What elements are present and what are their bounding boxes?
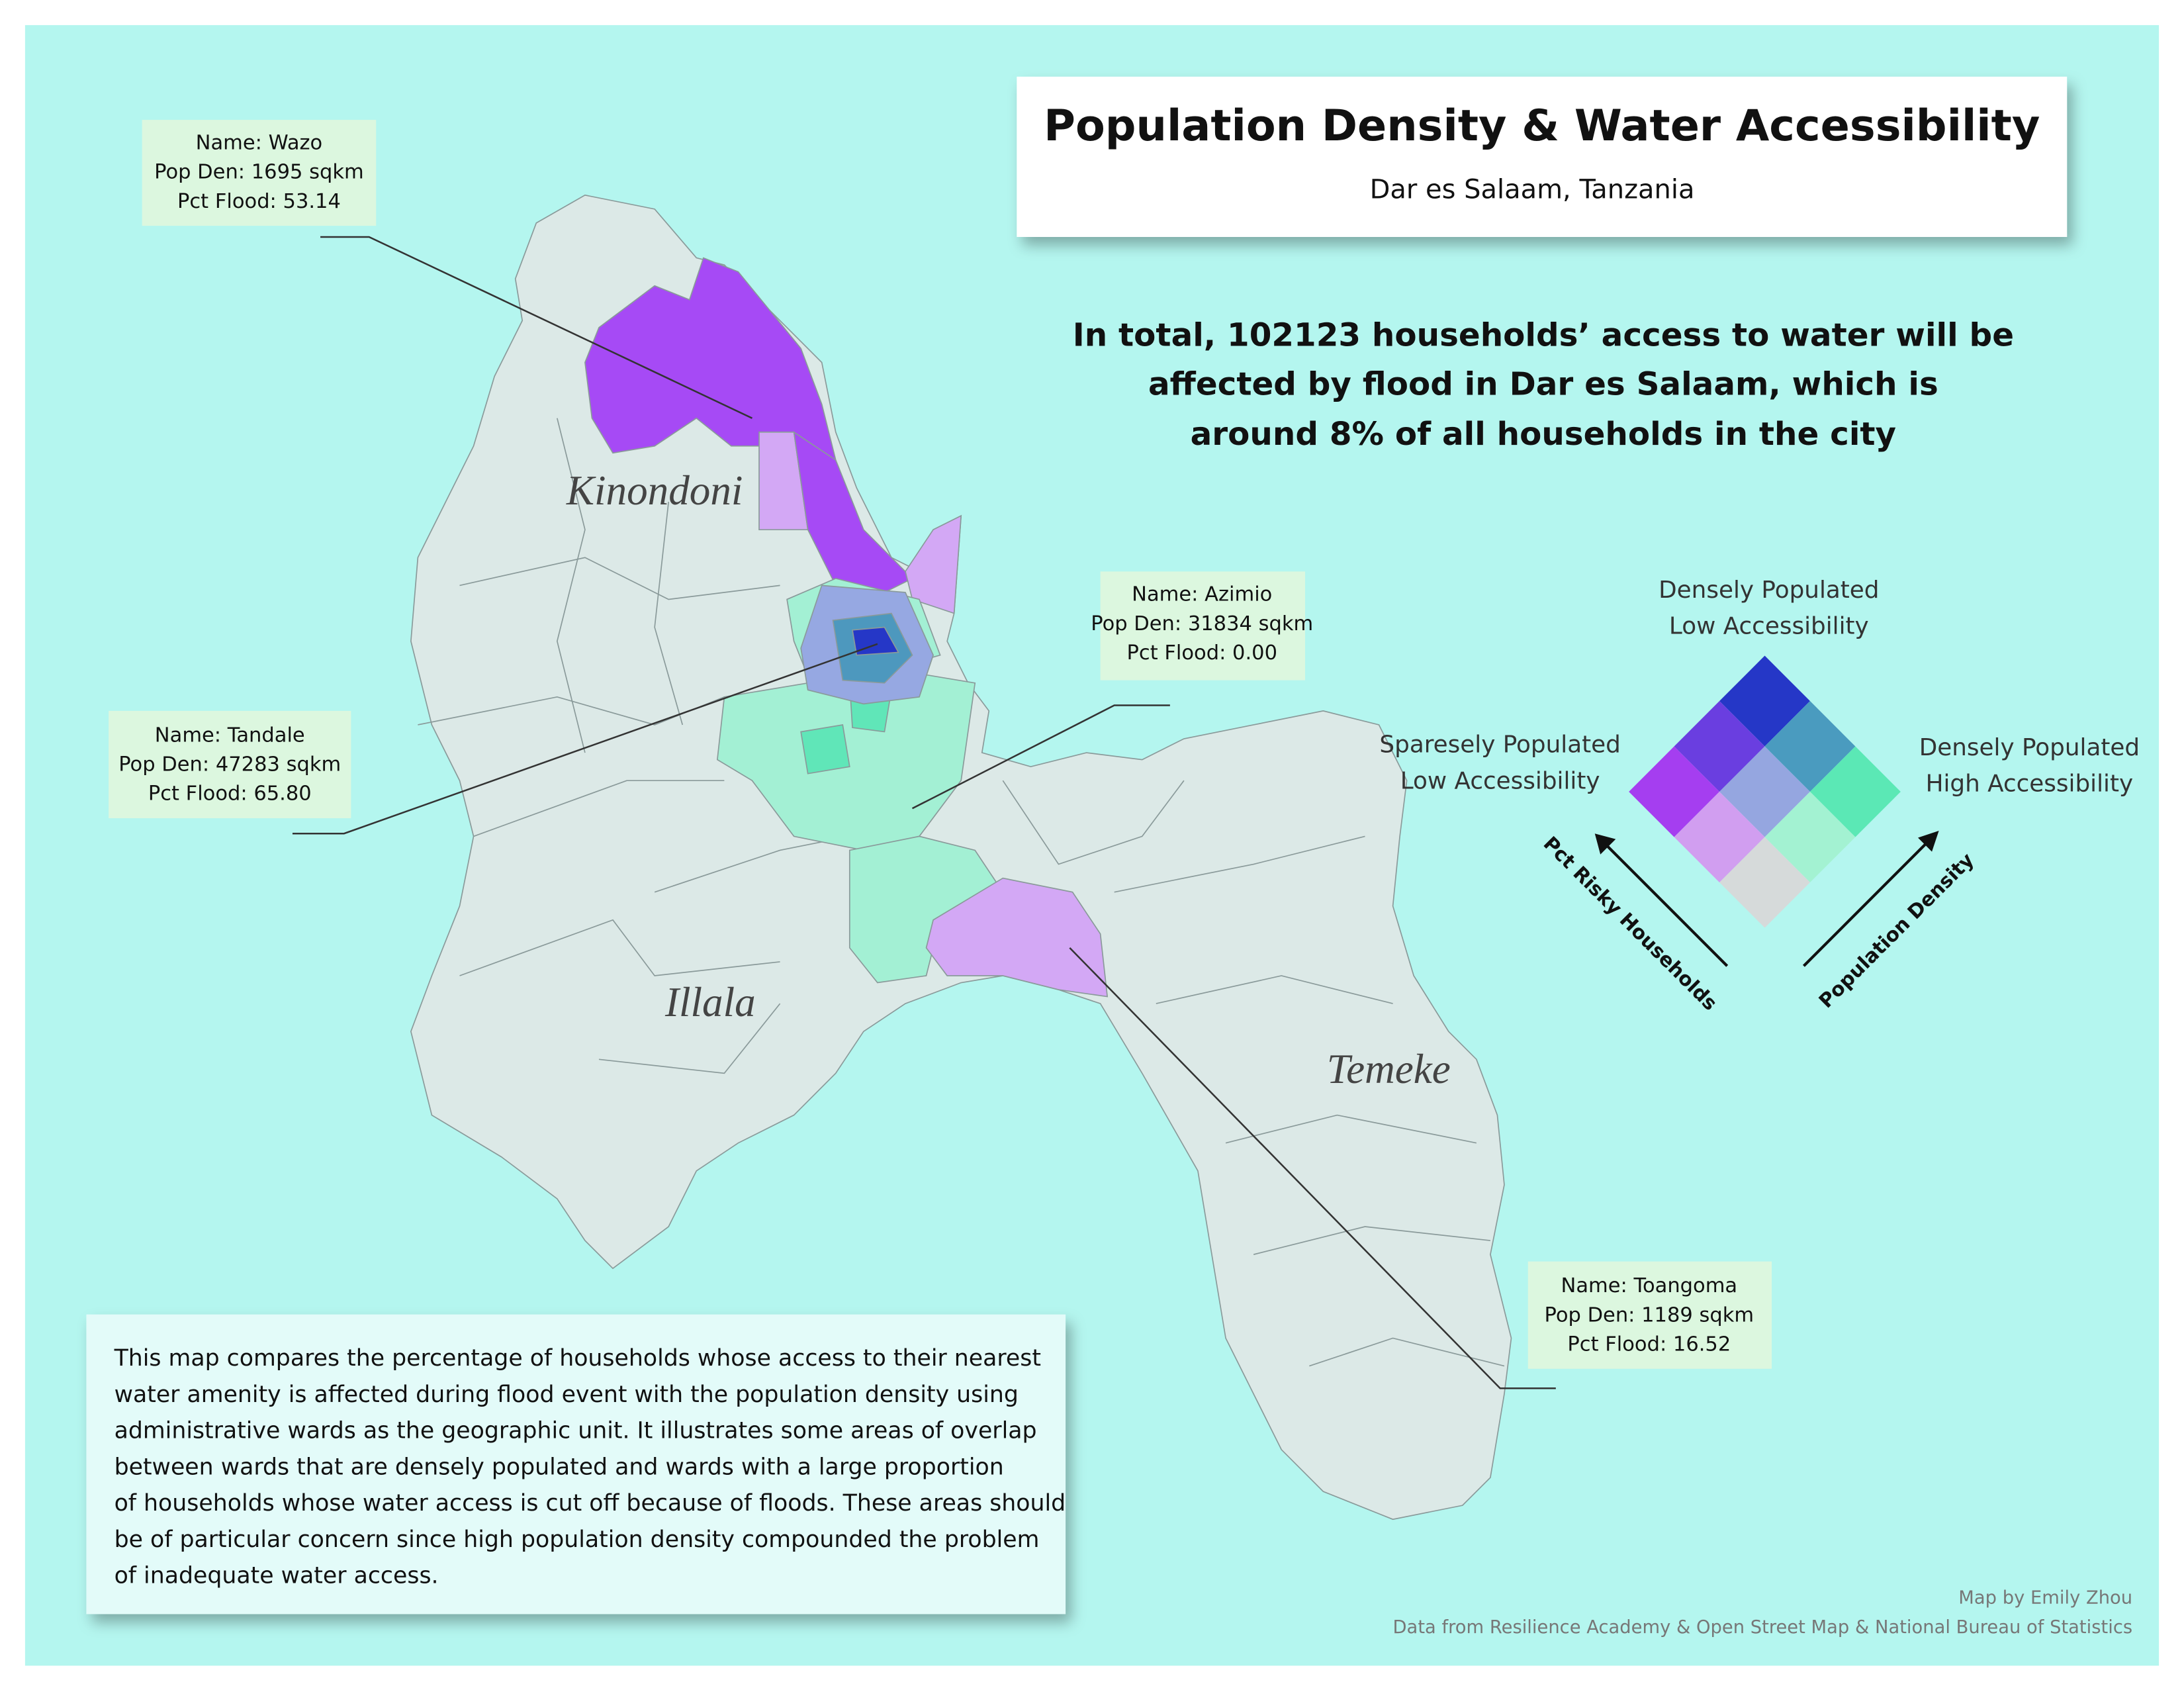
legend-label: High Accessibility [1926, 771, 2134, 798]
leader-line [911, 704, 1170, 810]
description-line: be of particular concern since high popu… [114, 1526, 1040, 1553]
callout-text: Pct Flood: 53.14 [177, 190, 341, 213]
description: This map compares the percentage of hous… [114, 1345, 1066, 1589]
callout-box [1527, 1261, 1772, 1369]
callout-text: Name: Wazo [196, 131, 323, 154]
description-line: This map compares the percentage of hous… [114, 1345, 1041, 1372]
callout-text: Pct Flood: 0.00 [1127, 641, 1277, 665]
arrow-head [1594, 833, 1616, 855]
ward [905, 514, 962, 614]
callout-box [109, 710, 351, 819]
ward-boundaries [418, 418, 1505, 1367]
ward [800, 724, 850, 774]
legend-arrow [1802, 837, 1933, 967]
callout-text: Name: Tandale [155, 724, 305, 747]
description-line: between wards that are densely populated… [114, 1454, 1004, 1480]
description-line: of households whose water access is cut … [114, 1490, 1066, 1517]
credit: Map by Emily Zhou [1958, 1588, 2132, 1609]
leader-line [1069, 947, 1556, 1389]
callout-text: Name: Azimio [1132, 583, 1272, 606]
headline: around 8% of all households in the city [1191, 416, 1896, 453]
callout-text: Pop Den: 47283 sqkm [118, 753, 341, 776]
subtitle: Dar es Salaam, Tanzania [1370, 174, 1695, 205]
ward-toangoma [925, 877, 1109, 998]
description-box [86, 1314, 1066, 1615]
legend-arrow [1600, 839, 1729, 967]
description-line: administrative wards as the geographic u… [114, 1418, 1037, 1444]
callout-text: Pop Den: 1189 sqkm [1545, 1303, 1754, 1327]
headline: In total, 102123 households’ access to w… [1073, 317, 2014, 354]
district-label: Kinondoni [566, 467, 743, 514]
callout-text: Name: Toangoma [1561, 1274, 1738, 1297]
callout-box [1100, 571, 1306, 680]
headline: affected by flood in Dar es Salaam, whic… [1148, 365, 1938, 402]
credit: Data from Resilience Academy & Open Stre… [1393, 1617, 2133, 1638]
title-box [1017, 76, 2068, 237]
callout-text: Pct Flood: 65.80 [148, 782, 312, 806]
legend-label: Low Accessibility [1669, 613, 1869, 640]
leader-line [292, 643, 878, 835]
legend-label: Densely Populated [1919, 734, 2140, 761]
callout-text: Pct Flood: 16.52 [1567, 1333, 1731, 1356]
ward [793, 431, 913, 600]
description-line: of inadequate water access. [114, 1563, 439, 1589]
description-line: water amenity is affected during flood e… [114, 1382, 1019, 1408]
leader-lines [292, 236, 1556, 1389]
legend-label: Low Accessibility [1400, 767, 1600, 794]
callouts: Name: Wazo Pop Den: 1695 sqkm Pct Flood:… [109, 120, 1772, 1369]
title: Population Density & Water Accessibility [1044, 101, 2040, 151]
callout-box [142, 120, 377, 226]
legend-label: Densely Populated [1659, 577, 1879, 604]
leader-line [320, 236, 753, 419]
callout-text: Pop Den: 31834 sqkm [1091, 612, 1313, 635]
map [410, 194, 1512, 1521]
district-label: Illala [664, 979, 756, 1025]
district-label: Temeke [1327, 1046, 1451, 1092]
callout-text: Pop Den: 1695 sqkm [154, 161, 364, 184]
legend-cell [1719, 655, 1810, 747]
legend-label: Sparesely Populated [1379, 731, 1620, 759]
